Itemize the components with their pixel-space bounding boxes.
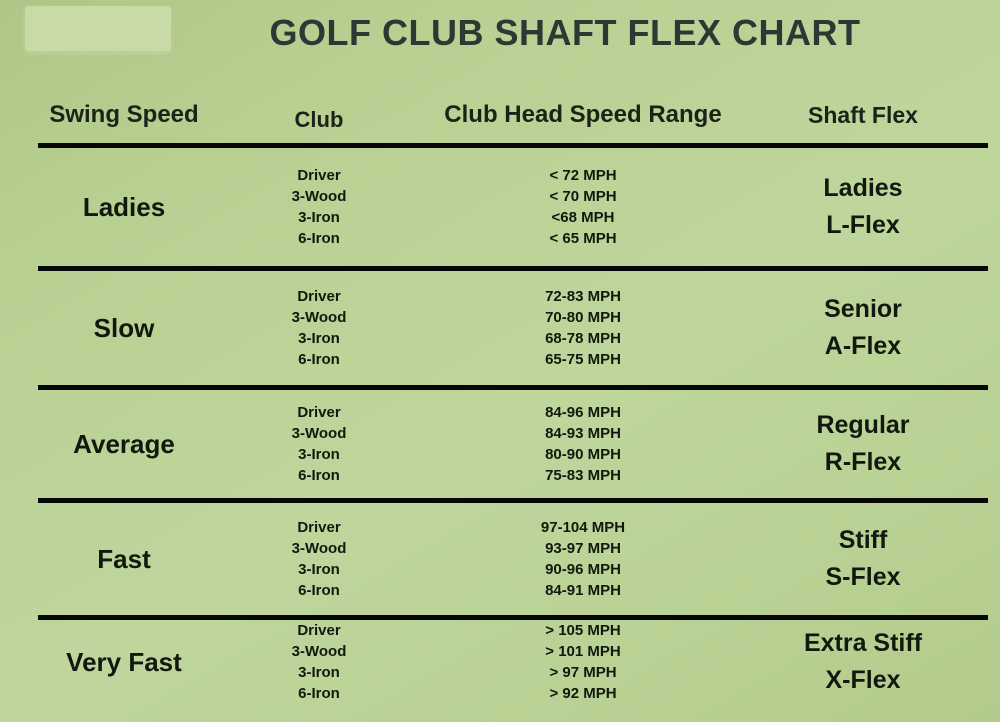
column-header-club: Club [294,107,344,132]
speed-range: 90-96 MPH [545,561,621,578]
speed-range: > 92 MPH [549,685,617,702]
speed-range: 84-91 MPH [545,582,621,599]
speed-range: > 97 MPH [549,664,617,681]
column-header-speed-range: Club Head Speed Range [444,101,722,128]
speed-range: < 65 MPH [549,230,617,247]
club-name: 6-Iron [298,685,340,702]
club-name: 3-Iron [298,209,340,226]
speed-range: < 70 MPH [549,188,617,205]
speed-range: > 105 MPH [545,622,621,639]
club-list: Driver 3-Wood 3-Iron 6-Iron [210,165,428,249]
club-name: Driver [297,167,341,184]
table-header-row: Swing Speed Club Club Head Speed Range S… [38,82,988,143]
speed-range: 93-97 MPH [545,540,621,557]
speed-range: <68 MPH [551,209,615,226]
club-name: 3-Wood [291,425,347,442]
shaft-flex-code: X-Flex [825,666,901,694]
shaft-flex-name: Regular [816,411,910,439]
speed-range-list: < 72 MPH < 70 MPH <68 MPH < 65 MPH [428,165,738,249]
shaft-flex-label: Senior A-Flex [738,291,988,365]
speed-range: 70-80 MPH [545,309,621,326]
club-name: 6-Iron [298,351,340,368]
club-list: Driver 3-Wood 3-Iron 6-Iron [210,402,428,486]
speed-range: 75-83 MPH [545,467,621,484]
shaft-flex-code: R-Flex [824,448,902,476]
speed-range-list: 72-83 MPH 70-80 MPH 68-78 MPH 65-75 MPH [428,286,738,370]
club-list: Driver 3-Wood 3-Iron 6-Iron [210,620,428,704]
table-row-slow: Slow Driver 3-Wood 3-Iron 6-Iron 72-83 M… [38,266,988,385]
club-name: 6-Iron [298,230,340,247]
logo-patch [25,6,171,51]
speed-range-list: > 105 MPH > 101 MPH > 97 MPH > 92 MPH [428,620,738,704]
shaft-flex-code: A-Flex [824,332,902,360]
speed-range-list: 97-104 MPH 93-97 MPH 90-96 MPH 84-91 MPH [428,517,738,601]
speed-range: 84-93 MPH [545,425,621,442]
speed-range: > 101 MPH [545,643,621,660]
club-list: Driver 3-Wood 3-Iron 6-Iron [210,517,428,601]
club-name: 3-Iron [298,561,340,578]
club-name: 6-Iron [298,467,340,484]
page-title: GOLF CLUB SHAFT FLEX CHART [269,12,861,53]
shaft-flex-label: Stiff S-Flex [738,522,988,596]
club-name: Driver [297,622,341,639]
speed-range: 68-78 MPH [545,330,621,347]
club-name: 3-Wood [291,309,347,326]
table-row-average: Average Driver 3-Wood 3-Iron 6-Iron 84-9… [38,385,988,498]
column-header-shaft-flex: Shaft Flex [808,102,918,128]
column-header-swing-speed: Swing Speed [49,101,199,128]
shaft-flex-name: Ladies [823,174,903,202]
swing-speed-label: Very Fast [66,646,182,677]
shaft-flex-label: Ladies L-Flex [738,170,988,244]
speed-range: 65-75 MPH [545,351,621,368]
shaft-flex-label: Extra Stiff X-Flex [738,625,988,699]
swing-speed-label: Average [73,428,175,459]
club-name: 3-Iron [298,446,340,463]
speed-range: 84-96 MPH [545,404,621,421]
swing-speed-label: Slow [93,312,155,343]
speed-range: 97-104 MPH [540,519,626,536]
table-row-very-fast: Very Fast Driver 3-Wood 3-Iron 6-Iron > … [38,615,988,704]
club-name: 3-Wood [291,540,347,557]
table-row-ladies: Ladies Driver 3-Wood 3-Iron 6-Iron < 72 … [38,143,988,266]
club-name: 3-Wood [291,188,347,205]
shaft-flex-name: Extra Stiff [803,629,923,657]
swing-speed-label: Ladies [82,191,166,222]
club-list: Driver 3-Wood 3-Iron 6-Iron [210,286,428,370]
speed-range: < 72 MPH [549,167,617,184]
speed-range: 72-83 MPH [545,288,621,305]
shaft-flex-name: Stiff [838,526,888,554]
shaft-flex-label: Regular R-Flex [738,407,988,481]
club-name: Driver [297,519,341,536]
club-name: 6-Iron [298,582,340,599]
speed-range: 80-90 MPH [545,446,621,463]
swing-speed-label: Fast [97,543,151,574]
club-name: Driver [297,404,341,421]
table-row-fast: Fast Driver 3-Wood 3-Iron 6-Iron 97-104 … [38,498,988,615]
club-name: 3-Iron [298,330,340,347]
club-name: Driver [297,288,341,305]
club-name: 3-Iron [298,664,340,681]
shaft-flex-code: S-Flex [825,563,901,591]
shaft-flex-code: L-Flex [826,211,900,239]
speed-range-list: 84-96 MPH 84-93 MPH 80-90 MPH 75-83 MPH [428,402,738,486]
shaft-flex-name: Senior [824,295,902,323]
flex-table: Swing Speed Club Club Head Speed Range S… [38,82,988,704]
club-name: 3-Wood [291,643,347,660]
